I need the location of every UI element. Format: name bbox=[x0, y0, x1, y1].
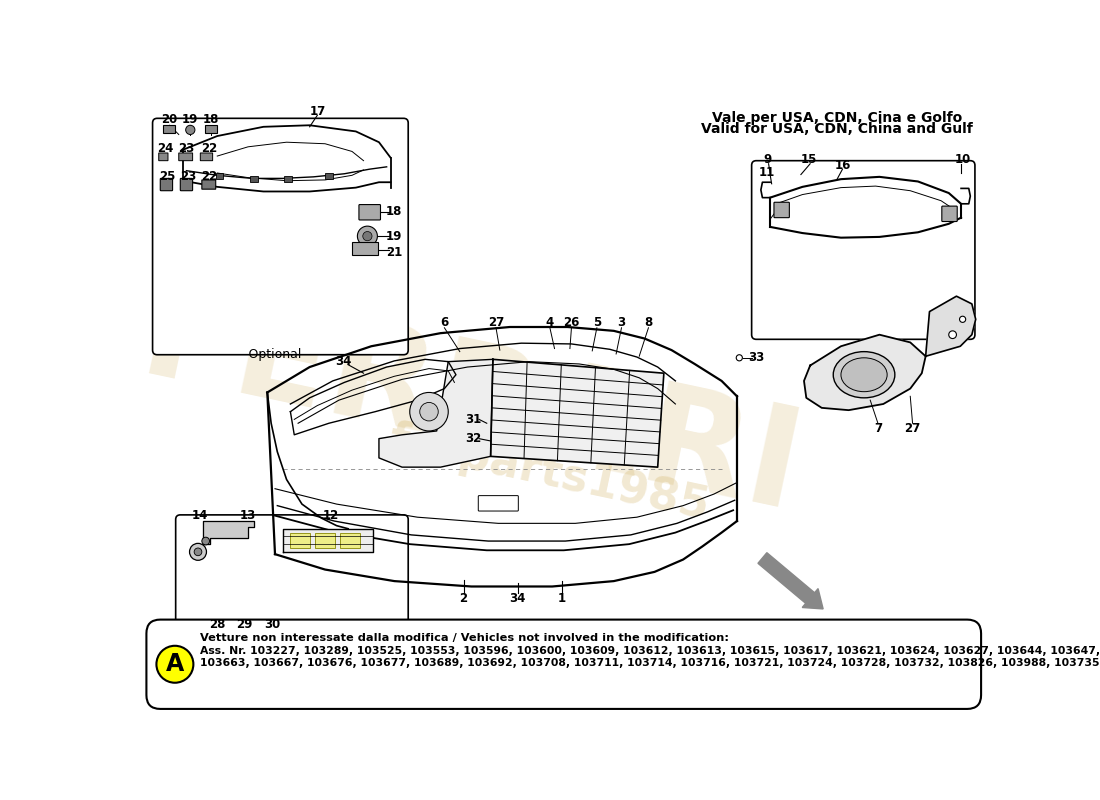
Text: Vetture non interessate dalla modifica / Vehicles not involved in the modificati: Vetture non interessate dalla modifica /… bbox=[200, 633, 729, 642]
Text: Ass. Nr. 103227, 103289, 103525, 103553, 103596, 103600, 103609, 103612, 103613,: Ass. Nr. 103227, 103289, 103525, 103553,… bbox=[200, 646, 1100, 656]
FancyBboxPatch shape bbox=[251, 176, 258, 182]
Text: Valid for USA, CDN, China and Gulf: Valid for USA, CDN, China and Gulf bbox=[701, 122, 974, 136]
Text: 16: 16 bbox=[834, 158, 850, 172]
Text: 17: 17 bbox=[309, 105, 326, 118]
FancyBboxPatch shape bbox=[205, 126, 218, 133]
Text: 29: 29 bbox=[236, 618, 252, 631]
Circle shape bbox=[959, 316, 966, 322]
FancyBboxPatch shape bbox=[178, 153, 192, 161]
Text: 28: 28 bbox=[209, 618, 226, 631]
Text: 33: 33 bbox=[748, 351, 764, 364]
Text: 23: 23 bbox=[178, 142, 195, 155]
Circle shape bbox=[186, 126, 195, 134]
FancyBboxPatch shape bbox=[216, 173, 223, 179]
FancyBboxPatch shape bbox=[176, 515, 408, 636]
FancyBboxPatch shape bbox=[774, 202, 790, 218]
Text: 34: 34 bbox=[336, 355, 352, 368]
Text: 8: 8 bbox=[645, 316, 652, 329]
Text: 26: 26 bbox=[563, 316, 580, 329]
FancyBboxPatch shape bbox=[352, 242, 378, 255]
Text: 27: 27 bbox=[904, 422, 921, 435]
Text: 7: 7 bbox=[873, 422, 882, 435]
FancyBboxPatch shape bbox=[163, 126, 175, 133]
Text: - Optional -: - Optional - bbox=[240, 348, 310, 362]
Text: 18: 18 bbox=[386, 205, 403, 218]
Text: 19: 19 bbox=[386, 230, 403, 242]
Text: 31: 31 bbox=[465, 413, 481, 426]
Text: 21: 21 bbox=[386, 246, 403, 259]
FancyBboxPatch shape bbox=[200, 153, 212, 161]
Polygon shape bbox=[926, 296, 976, 356]
FancyBboxPatch shape bbox=[315, 533, 336, 548]
Text: 3: 3 bbox=[617, 316, 626, 329]
Text: 22: 22 bbox=[201, 142, 218, 155]
Text: 11: 11 bbox=[759, 166, 775, 179]
Polygon shape bbox=[284, 530, 372, 551]
FancyBboxPatch shape bbox=[359, 205, 381, 220]
Circle shape bbox=[189, 543, 207, 560]
Text: 5: 5 bbox=[593, 316, 601, 329]
Text: 4: 4 bbox=[546, 316, 554, 329]
Text: FERRARI: FERRARI bbox=[130, 268, 813, 540]
Circle shape bbox=[420, 402, 438, 421]
FancyBboxPatch shape bbox=[146, 619, 981, 709]
Text: 13: 13 bbox=[240, 509, 256, 522]
Polygon shape bbox=[204, 521, 254, 544]
FancyBboxPatch shape bbox=[751, 161, 975, 339]
Text: 24: 24 bbox=[156, 142, 173, 155]
FancyBboxPatch shape bbox=[478, 496, 518, 511]
FancyArrow shape bbox=[758, 553, 823, 609]
FancyBboxPatch shape bbox=[326, 173, 332, 179]
FancyBboxPatch shape bbox=[290, 533, 310, 548]
Polygon shape bbox=[378, 359, 493, 467]
Text: 12: 12 bbox=[323, 509, 339, 522]
Circle shape bbox=[195, 548, 202, 556]
FancyBboxPatch shape bbox=[340, 533, 360, 548]
Text: 15: 15 bbox=[801, 153, 817, 166]
Text: 20: 20 bbox=[162, 113, 177, 126]
Text: 18: 18 bbox=[202, 113, 219, 126]
Ellipse shape bbox=[834, 352, 895, 398]
Polygon shape bbox=[804, 334, 926, 410]
Text: 2: 2 bbox=[460, 591, 467, 605]
Circle shape bbox=[156, 646, 194, 682]
Text: 23: 23 bbox=[180, 170, 196, 182]
FancyBboxPatch shape bbox=[180, 178, 192, 190]
Text: Vale per USA, CDN, Cina e Golfo: Vale per USA, CDN, Cina e Golfo bbox=[712, 110, 962, 125]
Text: 32: 32 bbox=[465, 432, 481, 445]
Circle shape bbox=[409, 393, 449, 431]
Text: 103663, 103667, 103676, 103677, 103689, 103692, 103708, 103711, 103714, 103716, : 103663, 103667, 103676, 103677, 103689, … bbox=[200, 658, 1100, 668]
Text: 22: 22 bbox=[201, 170, 218, 182]
Ellipse shape bbox=[842, 358, 888, 392]
Circle shape bbox=[363, 231, 372, 241]
Text: 30: 30 bbox=[265, 618, 280, 631]
Text: 10: 10 bbox=[955, 153, 970, 166]
Circle shape bbox=[202, 538, 209, 545]
FancyBboxPatch shape bbox=[153, 118, 408, 354]
Text: 34: 34 bbox=[509, 591, 526, 605]
FancyBboxPatch shape bbox=[158, 153, 168, 161]
Text: 19: 19 bbox=[183, 113, 198, 126]
Text: 6: 6 bbox=[440, 316, 449, 329]
Text: A: A bbox=[166, 652, 184, 676]
Text: 9: 9 bbox=[763, 153, 771, 166]
Text: 27: 27 bbox=[488, 316, 504, 329]
Text: forparts1985: forparts1985 bbox=[384, 418, 713, 528]
FancyBboxPatch shape bbox=[202, 180, 216, 189]
Circle shape bbox=[948, 331, 957, 338]
FancyBboxPatch shape bbox=[284, 176, 292, 182]
FancyBboxPatch shape bbox=[161, 178, 173, 190]
Circle shape bbox=[358, 226, 377, 246]
Text: 1: 1 bbox=[558, 591, 566, 605]
Polygon shape bbox=[491, 359, 664, 467]
Circle shape bbox=[736, 354, 743, 361]
FancyBboxPatch shape bbox=[942, 206, 957, 222]
Text: 14: 14 bbox=[192, 509, 209, 522]
Text: 25: 25 bbox=[160, 170, 175, 182]
